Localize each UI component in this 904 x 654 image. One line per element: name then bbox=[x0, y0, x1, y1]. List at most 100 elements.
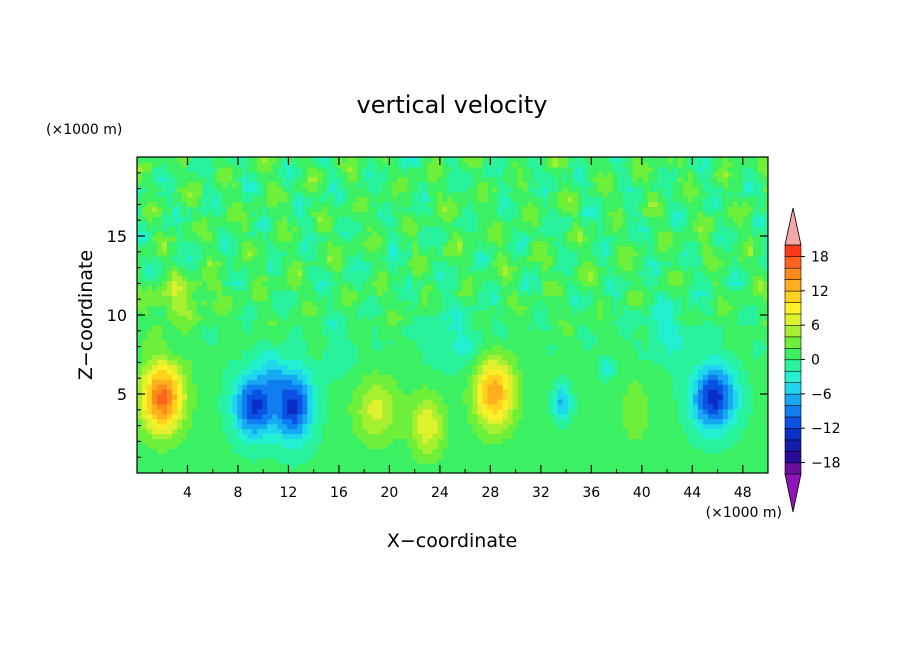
field-cell bbox=[632, 428, 639, 435]
field-cell bbox=[142, 458, 148, 464]
field-cell bbox=[272, 364, 278, 370]
field-cell bbox=[152, 344, 158, 351]
field-cell bbox=[587, 413, 594, 420]
field-cell bbox=[552, 448, 559, 454]
field-cell bbox=[552, 364, 559, 370]
field-cell bbox=[312, 453, 318, 459]
field-cell bbox=[557, 448, 564, 454]
field-cell bbox=[617, 468, 624, 473]
field-cell bbox=[172, 433, 178, 440]
field-cell bbox=[382, 389, 388, 395]
field-cell bbox=[367, 369, 373, 375]
field-cell bbox=[192, 369, 198, 375]
field-cell bbox=[417, 369, 424, 375]
field-cell bbox=[687, 334, 694, 341]
field-cell bbox=[232, 448, 238, 454]
field-cell bbox=[147, 384, 153, 390]
field-cell bbox=[552, 285, 559, 291]
field-cell bbox=[707, 428, 714, 435]
field-cell bbox=[297, 295, 303, 301]
field-cell bbox=[652, 280, 659, 286]
field-cell bbox=[167, 458, 173, 464]
field-cell bbox=[237, 403, 243, 410]
field-cell bbox=[402, 315, 409, 321]
field-cell bbox=[357, 394, 363, 400]
field-cell bbox=[427, 408, 434, 415]
field-cell bbox=[207, 428, 213, 435]
field-cell bbox=[687, 369, 694, 375]
field-cell bbox=[587, 280, 594, 286]
field-cell bbox=[272, 418, 278, 425]
field-cell bbox=[712, 448, 719, 454]
field-cell bbox=[682, 403, 689, 410]
field-cell bbox=[507, 369, 514, 375]
field-cell bbox=[357, 408, 363, 415]
field-cell bbox=[547, 413, 554, 420]
field-cell bbox=[752, 453, 759, 459]
field-cell bbox=[407, 275, 414, 282]
field-cell bbox=[752, 310, 759, 316]
field-cell bbox=[642, 369, 649, 375]
field-cell bbox=[722, 310, 729, 316]
field-cell bbox=[152, 329, 158, 336]
field-cell bbox=[272, 389, 278, 395]
field-cell bbox=[467, 290, 474, 296]
field-cell bbox=[347, 438, 353, 444]
field-cell bbox=[742, 389, 749, 395]
field-cell bbox=[642, 285, 649, 291]
field-cell bbox=[417, 339, 424, 346]
field-cell bbox=[662, 448, 669, 454]
field-cell bbox=[582, 305, 589, 311]
field-cell bbox=[532, 349, 539, 356]
field-cell bbox=[197, 295, 203, 301]
field-cell bbox=[252, 379, 258, 385]
field-cell bbox=[552, 394, 559, 400]
field-cell bbox=[432, 290, 439, 296]
field-cell bbox=[722, 319, 729, 326]
field-cell bbox=[317, 418, 323, 425]
field-cell bbox=[442, 344, 449, 351]
field-cell bbox=[417, 418, 424, 425]
field-cell bbox=[457, 290, 464, 296]
field-cell bbox=[452, 339, 459, 346]
field-cell bbox=[532, 398, 539, 405]
field-cell bbox=[222, 310, 228, 316]
field-cell bbox=[672, 290, 679, 296]
field-cell bbox=[582, 369, 589, 375]
field-cell bbox=[172, 384, 178, 390]
field-cell bbox=[497, 418, 504, 425]
field-cell bbox=[752, 389, 759, 395]
field-cell bbox=[582, 394, 589, 400]
field-cell bbox=[337, 369, 343, 375]
field-cell bbox=[297, 423, 303, 430]
field-cell bbox=[407, 315, 414, 321]
field-cell bbox=[192, 384, 198, 390]
field-cell bbox=[572, 369, 579, 375]
field-cell bbox=[562, 398, 569, 405]
field-cell bbox=[217, 339, 223, 346]
field-cell bbox=[297, 379, 303, 385]
field-cell bbox=[612, 418, 619, 425]
field-cell bbox=[212, 364, 218, 370]
field-cell bbox=[737, 300, 744, 306]
field-cell bbox=[567, 349, 574, 356]
field-cell bbox=[422, 275, 429, 282]
field-cell bbox=[692, 349, 699, 356]
field-cell bbox=[387, 394, 394, 400]
field-cell bbox=[547, 359, 554, 365]
field-cell bbox=[667, 300, 674, 306]
field-cell bbox=[357, 290, 363, 296]
field-cell bbox=[177, 290, 183, 296]
field-cell bbox=[522, 413, 529, 420]
field-cell bbox=[157, 285, 163, 291]
field-cell bbox=[212, 349, 218, 356]
field-cell bbox=[182, 334, 188, 341]
field-cell bbox=[402, 413, 409, 420]
field-cell bbox=[507, 315, 514, 321]
field-cell bbox=[252, 364, 258, 370]
field-cell bbox=[452, 418, 459, 425]
field-cell bbox=[287, 389, 293, 395]
field-cell bbox=[237, 280, 243, 286]
field-cell bbox=[287, 280, 293, 286]
field-cell bbox=[647, 369, 654, 375]
